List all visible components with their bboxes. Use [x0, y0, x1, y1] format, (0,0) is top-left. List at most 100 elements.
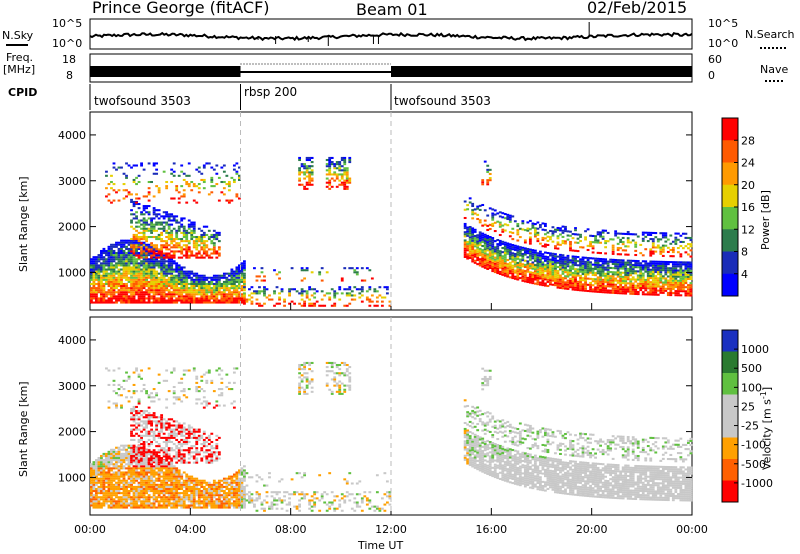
- echo-cell: [325, 163, 329, 166]
- echo-cell: [544, 243, 547, 246]
- echo-cell: [468, 225, 472, 229]
- echo-cell: [488, 238, 492, 241]
- echo-cell: [579, 266, 582, 269]
- echo-cell: [142, 416, 146, 419]
- echo-cell: [325, 177, 329, 180]
- echo-cell: [157, 287, 161, 290]
- echo-cell: [185, 233, 189, 236]
- echo-cell: [107, 285, 111, 288]
- echo-cell: [215, 293, 219, 296]
- echo-cell: [686, 236, 690, 239]
- echo-cell: [503, 270, 507, 273]
- echo-cell: [150, 461, 154, 464]
- echo-cell: [689, 294, 693, 297]
- echo-cell: [187, 254, 191, 257]
- echo-cell: [631, 292, 635, 295]
- echo-cell: [152, 225, 156, 228]
- echo-cell: [185, 293, 189, 296]
- echo-cell: [107, 490, 111, 493]
- echo-cell: [493, 250, 497, 253]
- echo-cell: [145, 243, 148, 246]
- echo-cell: [225, 272, 229, 275]
- echo-cell: [496, 265, 500, 268]
- echo-cell: [172, 174, 176, 177]
- echo-cell: [132, 452, 136, 455]
- echo-cell: [330, 177, 334, 180]
- echo-cell: [546, 280, 550, 283]
- echo-cell: [152, 291, 156, 294]
- echo-cell: [541, 284, 545, 287]
- echo-cell: [135, 422, 138, 425]
- echo-cell: [180, 299, 184, 302]
- echo-cell: [130, 446, 133, 449]
- echo-cell: [308, 298, 312, 301]
- echo-cell: [152, 453, 156, 456]
- echo-cell: [210, 293, 214, 296]
- echo-cell: [589, 281, 592, 285]
- nave-tick-low: 0: [708, 69, 715, 82]
- echo-cell: [112, 278, 116, 281]
- echo-cell: [501, 255, 505, 258]
- echo-cell: [468, 248, 472, 251]
- echo-cell: [325, 165, 329, 168]
- echo-cell: [95, 282, 98, 286]
- echo-cell: [476, 238, 480, 241]
- echo-cell: [679, 253, 683, 256]
- echo-cell: [636, 260, 640, 263]
- echo-cell: [258, 290, 261, 293]
- echo-cell: [513, 263, 517, 266]
- echo-cell: [160, 414, 164, 417]
- echo-cell: [531, 261, 535, 264]
- echo-cell: [177, 276, 181, 279]
- echo-cell: [137, 445, 141, 448]
- echo-cell: [127, 446, 131, 449]
- echo-cell: [97, 485, 101, 488]
- echo-cell: [100, 496, 103, 499]
- echo-cell: [182, 240, 186, 243]
- echo-cell: [100, 301, 103, 304]
- echo-cell: [140, 291, 143, 294]
- echo-cell: [130, 434, 133, 437]
- echo-cell: [649, 262, 653, 265]
- echo-cell: [137, 440, 141, 444]
- echo-cell: [112, 254, 116, 257]
- echo-cell: [150, 451, 154, 454]
- echo-cell: [629, 267, 633, 271]
- echo-cell: [135, 390, 138, 393]
- echo-cell: [155, 246, 159, 249]
- echo-cell: [192, 221, 196, 224]
- echo-cell: [97, 254, 101, 257]
- echo-cell: [155, 254, 159, 257]
- echo-cell: [145, 416, 148, 419]
- echo-cell: [676, 294, 680, 297]
- echo-cell: [145, 252, 148, 255]
- echo-cell: [157, 479, 161, 482]
- echo-cell: [649, 260, 653, 263]
- echo-cell: [649, 285, 653, 288]
- echo-cell: [157, 189, 161, 192]
- echo-cell: [137, 504, 141, 507]
- echo-cell: [574, 286, 577, 289]
- echo-cell: [205, 162, 209, 165]
- echo-cell: [120, 473, 123, 476]
- echo-cell: [167, 282, 171, 286]
- echo-cell: [147, 434, 151, 437]
- echo-cell: [127, 258, 131, 261]
- echo-cell: [586, 271, 590, 274]
- echo-cell: [132, 164, 136, 167]
- echo-cell: [110, 301, 113, 304]
- echo-cell: [544, 222, 547, 225]
- echo-cell: [152, 235, 156, 239]
- echo-cell: [654, 236, 658, 239]
- echo-cell: [468, 246, 472, 249]
- echo-cell: [137, 180, 141, 184]
- echo-cell: [646, 281, 650, 284]
- echo-cell: [235, 291, 239, 294]
- echo-cell: [237, 291, 241, 294]
- echo-cell: [130, 280, 133, 283]
- cpid-segment-label: rbsp 200: [244, 85, 298, 99]
- echo-cell: [215, 278, 219, 281]
- echo-cell: [235, 276, 239, 279]
- echo-cell: [162, 274, 166, 277]
- echo-cell: [112, 402, 116, 405]
